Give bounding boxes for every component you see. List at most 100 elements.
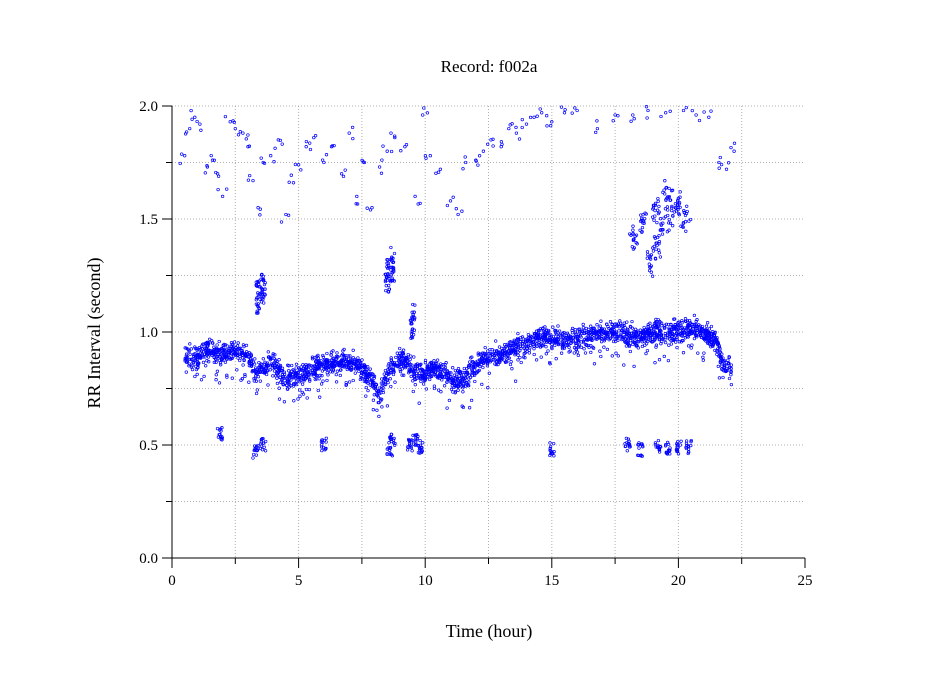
band-point xyxy=(420,372,424,376)
band-point xyxy=(561,335,565,339)
band-point xyxy=(239,352,243,356)
band-point xyxy=(468,360,472,364)
band-point xyxy=(487,371,491,375)
band-point xyxy=(453,376,457,380)
cluster-point xyxy=(631,228,635,232)
ectopic-point xyxy=(238,130,242,134)
band-point xyxy=(381,390,385,395)
cluster-point xyxy=(667,228,671,232)
band-point xyxy=(272,365,276,369)
cluster-point xyxy=(662,216,666,220)
band-point xyxy=(495,349,499,353)
band-point xyxy=(265,364,269,368)
ectopic-point xyxy=(524,122,529,126)
band-point xyxy=(534,358,539,362)
cluster-point xyxy=(652,235,657,239)
cluster-point xyxy=(689,217,693,222)
band-point xyxy=(589,324,593,328)
band-point xyxy=(501,349,505,353)
cluster-point xyxy=(647,262,651,266)
band-point xyxy=(646,337,651,341)
band-point xyxy=(331,368,336,372)
band-point xyxy=(541,332,545,337)
ectopic-point xyxy=(339,172,344,176)
ectopic-point xyxy=(199,128,203,132)
band-point xyxy=(325,360,329,364)
band-point xyxy=(453,384,457,388)
short-interval-point xyxy=(686,450,691,454)
ectopic-point xyxy=(681,108,686,113)
band-point xyxy=(628,349,633,354)
band-point xyxy=(620,324,624,328)
ectopic-point xyxy=(732,149,736,153)
band-point xyxy=(465,380,469,385)
band-point xyxy=(600,327,604,331)
band-point xyxy=(629,331,633,335)
band-point xyxy=(325,378,329,383)
spike-point xyxy=(389,265,394,270)
ectopic-point xyxy=(517,137,522,141)
cluster-point xyxy=(657,204,661,209)
band-point xyxy=(434,374,438,378)
cluster-point xyxy=(645,250,650,254)
cluster-point xyxy=(665,230,670,234)
band-point xyxy=(716,364,720,369)
band-point xyxy=(481,361,486,365)
cluster-point xyxy=(658,255,663,259)
band-point xyxy=(236,347,240,351)
cluster-point xyxy=(651,246,655,250)
cluster-point xyxy=(682,209,686,213)
ectopic-point xyxy=(438,167,443,171)
band-point xyxy=(249,364,254,368)
band-point xyxy=(706,336,711,341)
band-point xyxy=(285,383,289,387)
band-point xyxy=(573,330,578,334)
band-point xyxy=(217,350,221,354)
band-point xyxy=(463,371,467,375)
band-point xyxy=(678,329,682,333)
band-point xyxy=(570,331,575,335)
ectopic-point xyxy=(540,111,544,115)
band-point xyxy=(453,368,458,373)
band-point xyxy=(453,391,457,395)
ectopic-point xyxy=(225,187,229,191)
cluster-point xyxy=(685,204,689,208)
ectopic-point xyxy=(448,199,453,203)
band-point xyxy=(385,404,390,408)
band-point xyxy=(251,360,256,364)
band-point xyxy=(277,370,281,374)
band-point xyxy=(526,336,530,340)
spike-point xyxy=(263,287,267,291)
spike-point xyxy=(262,282,267,287)
band-point xyxy=(402,373,406,377)
band-point xyxy=(467,373,471,377)
band-point xyxy=(357,366,361,371)
band-point xyxy=(351,348,355,352)
band-point xyxy=(419,374,423,379)
band-point xyxy=(470,373,475,378)
band-point xyxy=(497,354,501,358)
band-point xyxy=(217,381,222,385)
band-point xyxy=(244,343,249,348)
short-interval-point xyxy=(626,437,631,441)
band-point xyxy=(425,364,429,369)
ectopic-point xyxy=(508,123,512,127)
band-point xyxy=(363,375,367,380)
short-interval-point xyxy=(218,427,223,431)
ectopic-point xyxy=(570,111,574,115)
ectopic-point xyxy=(188,126,192,131)
cluster-point xyxy=(640,225,645,230)
band-point xyxy=(316,360,320,365)
band-point xyxy=(187,362,192,366)
spike-point xyxy=(386,265,391,269)
band-point xyxy=(726,358,730,362)
ectopic-point xyxy=(212,158,216,162)
short-interval-point xyxy=(625,449,629,453)
y-tick-label: 1.5 xyxy=(139,212,158,228)
band-point xyxy=(538,345,542,349)
ectopic-point xyxy=(193,115,197,119)
band-point xyxy=(589,350,593,355)
band-point xyxy=(364,394,368,398)
band-point xyxy=(663,340,668,345)
band-point xyxy=(622,323,626,328)
